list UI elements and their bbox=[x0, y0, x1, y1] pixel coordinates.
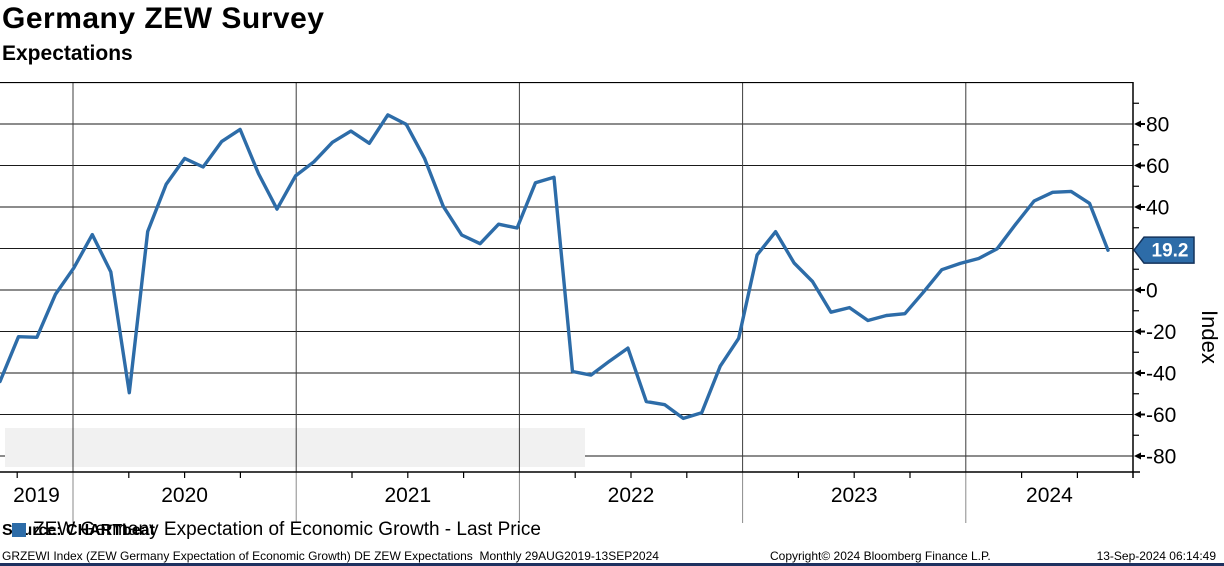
bottom-divider-bar bbox=[0, 563, 1224, 566]
y-axis-tick-label: 80 bbox=[1146, 114, 1169, 137]
x-axis-tick-label: 2022 bbox=[608, 484, 655, 507]
y-major-tick-arrow bbox=[1134, 411, 1141, 418]
y-major-tick-arrow bbox=[1134, 328, 1141, 335]
x-axis-tick-label: 2023 bbox=[831, 484, 878, 507]
legend-label: ZEW Germany Expectation of Economic Grow… bbox=[33, 519, 541, 540]
x-axis-tick-label: 2019 bbox=[13, 484, 60, 507]
last-price-tag bbox=[1133, 236, 1195, 264]
footer-ticker-description: GRZEWI Index (ZEW Germany Expectation of… bbox=[2, 549, 659, 563]
legend-background bbox=[5, 428, 585, 467]
y-major-tick-arrow bbox=[1134, 203, 1141, 211]
y-major-tick-arrow bbox=[1134, 286, 1141, 294]
footer-timestamp: 13-Sep-2024 06:14:49 bbox=[1096, 549, 1216, 563]
series-line bbox=[0, 113, 1110, 421]
footer-copyright: Copyright© 2024 Bloomberg Finance L.P. bbox=[770, 549, 991, 563]
y-major-tick-arrow bbox=[1134, 369, 1141, 377]
y-axis-tick-label: -20 bbox=[1146, 321, 1176, 344]
page-title: Germany ZEW Survey bbox=[2, 2, 325, 35]
y-major-tick-arrow bbox=[1134, 162, 1141, 169]
legend-marker-icon bbox=[12, 523, 26, 537]
y-axis-tick-label: -40 bbox=[1146, 363, 1176, 386]
x-axis-tick-label: 2024 bbox=[1026, 484, 1073, 507]
y-axis-tick-label: 0 bbox=[1146, 280, 1158, 303]
x-axis-tick-label: 2021 bbox=[384, 484, 431, 507]
last-price-tag-value: 19.2 bbox=[1152, 241, 1189, 262]
y-axis-title: Index bbox=[1197, 310, 1222, 364]
x-axis-tick-label: 2020 bbox=[161, 484, 208, 507]
chart-canvas: 201920202021202220232024806040200-20-40-… bbox=[0, 82, 1195, 523]
y-axis-tick-label: -80 bbox=[1146, 446, 1176, 469]
chart-area: 201920202021202220232024806040200-20-40-… bbox=[0, 82, 1224, 540]
y-axis-tick-label: 40 bbox=[1146, 197, 1169, 220]
legend: ZEW Germany Expectation of Economic Grow… bbox=[12, 516, 541, 544]
source-line: Source: CHARTbeat bbox=[2, 522, 155, 539]
y-axis-tick-label: -60 bbox=[1146, 404, 1176, 427]
y-major-tick-arrow bbox=[1134, 452, 1141, 460]
y-axis-tick-label: 60 bbox=[1146, 155, 1169, 178]
y-major-tick-arrow bbox=[1134, 120, 1141, 128]
page-subtitle: Expectations bbox=[2, 42, 133, 65]
